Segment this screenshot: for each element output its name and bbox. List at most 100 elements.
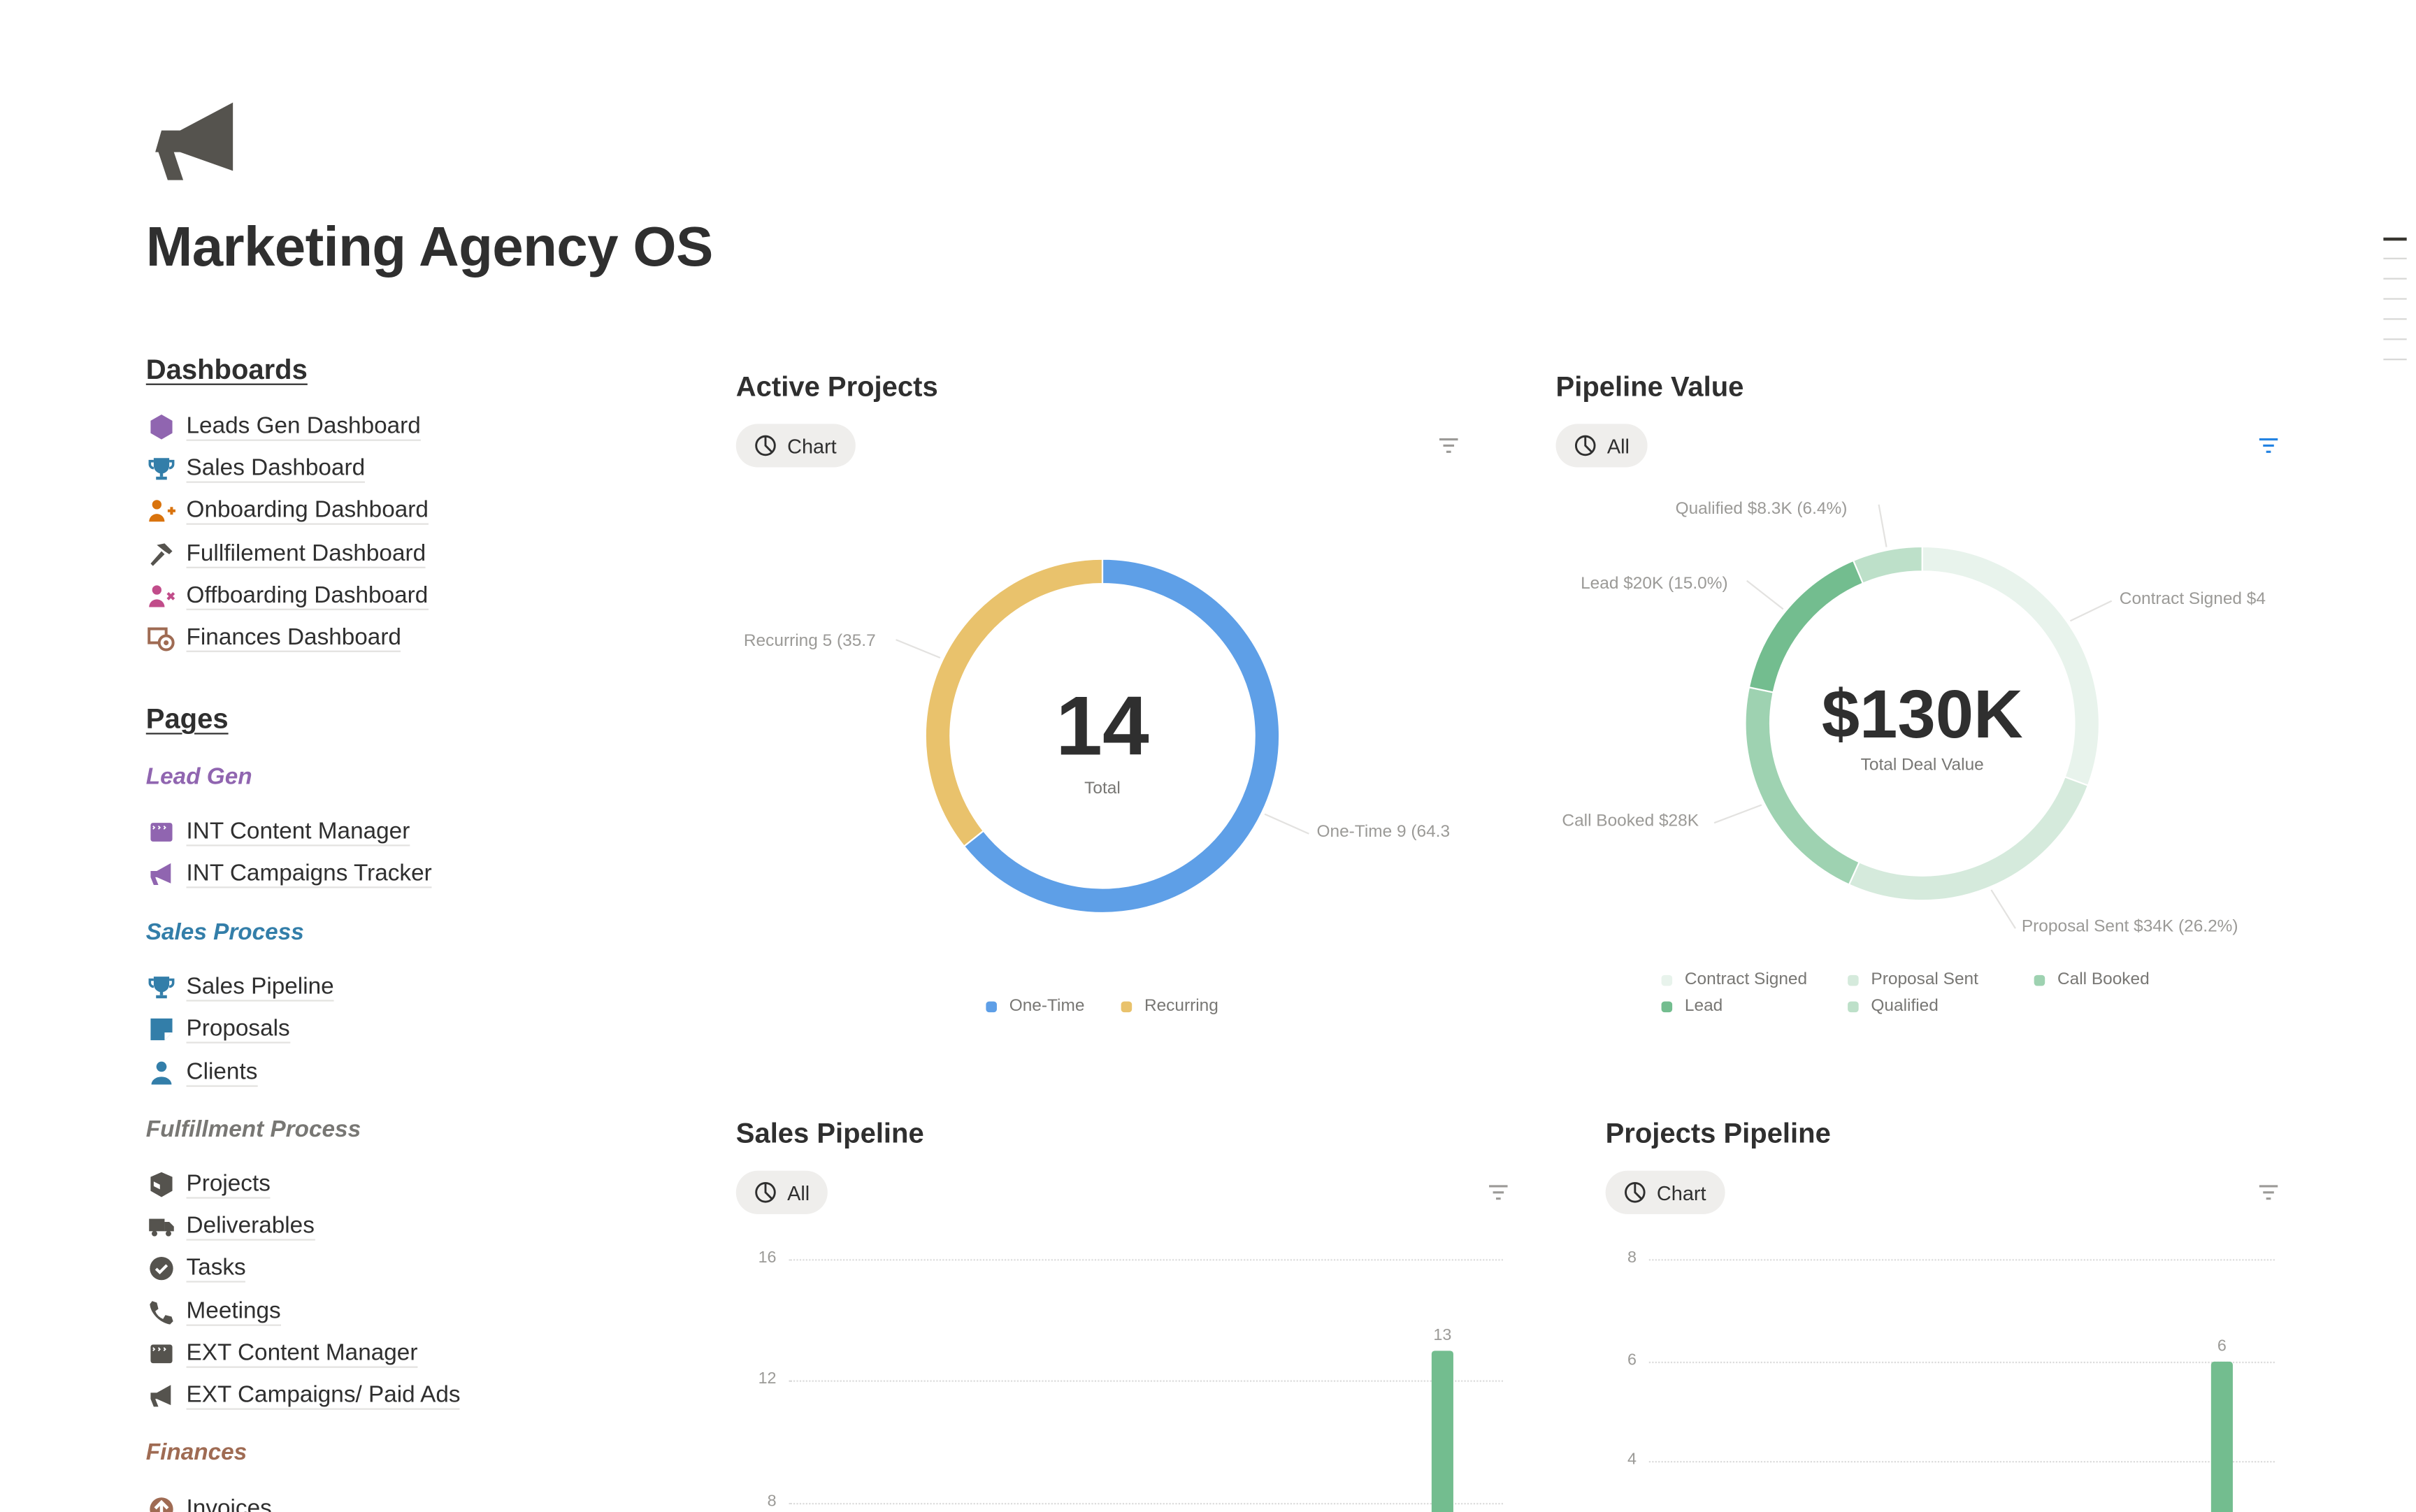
sidebar-item-label: Clients — [186, 1059, 258, 1087]
view-chip[interactable]: All — [735, 1170, 828, 1214]
legend-swatch — [986, 1000, 997, 1012]
sidebar-item-label: Deliverables — [186, 1213, 315, 1241]
hexagon-icon — [148, 413, 182, 441]
slice-label: Lead $20K (15.0%) — [1581, 574, 1728, 593]
legend-item[interactable]: Proposal Sent — [1848, 970, 1978, 989]
megaphone-icon — [148, 1382, 182, 1410]
donut-center-value: 14 — [1056, 679, 1149, 774]
sidebar-item-label: EXT Content Manager — [186, 1340, 418, 1368]
sidebar-item[interactable]: Clients — [146, 1054, 258, 1091]
sidebar-item[interactable]: Onboarding Dashboard — [146, 492, 429, 529]
gridline — [1648, 1361, 2275, 1364]
slice-label: Recurring 5 (35.7 — [743, 631, 876, 651]
panel-title: Active Projects — [735, 370, 938, 403]
money-icon — [148, 624, 182, 652]
panel-title: Pipeline Value — [1555, 370, 1744, 403]
sidebar-item[interactable]: Offboarding Dashboard — [146, 577, 429, 614]
dashboards-heading[interactable]: Dashboards — [145, 354, 308, 385]
toc-marker[interactable] — [2383, 338, 2407, 340]
sidebar-item-label: INT Content Manager — [186, 819, 410, 847]
view-label: Chart — [1656, 1181, 1706, 1204]
donut-slice-one-time[interactable] — [963, 558, 1281, 914]
sidebar-item[interactable]: Leads Gen Dashboard — [146, 408, 421, 445]
view-chip[interactable]: Chart — [735, 424, 856, 468]
view-chip[interactable]: Chart — [1605, 1170, 1725, 1214]
sidebar-item[interactable]: INT Campaigns Tracker — [146, 856, 432, 893]
hammer-icon — [148, 540, 182, 568]
donut-slice-recurring[interactable] — [924, 558, 1104, 848]
user-icon — [148, 1059, 182, 1087]
legend-swatch — [2034, 974, 2045, 986]
toc-marker[interactable] — [2383, 298, 2407, 300]
donut-slice-proposal-sent[interactable] — [1848, 775, 2090, 902]
view-label: All — [1606, 433, 1630, 458]
sidebar-item[interactable]: EXT Campaigns/ Paid Ads — [146, 1377, 461, 1414]
toc-marker[interactable] — [2383, 278, 2407, 280]
legend-swatch — [1661, 1000, 1673, 1012]
legend-item[interactable]: Recurring — [1121, 997, 1218, 1016]
bar-data-label: 13 — [1433, 1325, 1452, 1344]
sidebar-item-label: EXT Campaigns/ Paid Ads — [186, 1382, 461, 1410]
legend-label: Qualified — [1871, 996, 1939, 1016]
sidebar-item[interactable]: Sales Pipeline — [146, 969, 334, 1006]
bar[interactable] — [2210, 1361, 2233, 1512]
view-chip[interactable]: All — [1555, 424, 1648, 468]
section-title: Lead Gen — [145, 763, 252, 791]
filter-icon[interactable] — [1439, 438, 1458, 453]
gridline — [1648, 1461, 2275, 1463]
slice-label: Call Booked $28K — [1562, 812, 1699, 831]
gridline — [789, 1259, 1504, 1261]
y-tick-label: 16 — [758, 1248, 777, 1267]
filter-icon[interactable] — [2259, 438, 2278, 453]
sidebar-item[interactable]: Tasks — [146, 1250, 246, 1287]
arrow-up-circle-icon — [148, 1495, 182, 1512]
sidebar-item[interactable]: Proposals — [146, 1011, 290, 1048]
view-label: Chart — [787, 433, 837, 458]
sidebar-item[interactable]: EXT Content Manager — [146, 1335, 418, 1372]
legend-label: Recurring — [1144, 996, 1218, 1016]
slice-label: Contract Signed $4 — [2119, 590, 2266, 609]
filter-icon[interactable] — [1489, 1185, 1508, 1200]
legend-item[interactable]: Contract Signed — [1661, 970, 1808, 989]
gridline — [1648, 1259, 2275, 1261]
y-tick-label: 12 — [758, 1369, 777, 1388]
slice-label: Proposal Sent $34K (26.2%) — [2021, 917, 2238, 937]
sidebar-item[interactable]: Projects — [146, 1166, 271, 1203]
donut-slice-lead[interactable] — [1748, 559, 1864, 693]
filter-icon[interactable] — [2259, 1185, 2278, 1200]
bar[interactable] — [1431, 1350, 1453, 1512]
leader-line — [1990, 889, 2016, 929]
sidebar-item-label: Onboarding Dashboard — [186, 497, 429, 525]
sidebar-item[interactable]: Meetings — [146, 1293, 281, 1330]
legend-label: One-Time — [1009, 996, 1085, 1016]
toc-marker[interactable] — [2383, 318, 2407, 320]
toc-marker[interactable] — [2383, 359, 2407, 361]
truck-icon — [148, 1213, 182, 1241]
sidebar-item-label: Offboarding Dashboard — [186, 582, 429, 610]
sidebar-item[interactable]: INT Content Manager — [146, 814, 410, 851]
toc-marker[interactable] — [2383, 237, 2407, 240]
donut-center-label: Total Deal Value — [1860, 756, 1984, 775]
sidebar-item[interactable]: Finances Dashboard — [146, 619, 401, 656]
legend-item[interactable]: One-Time — [986, 997, 1084, 1016]
legend-label: Contract Signed — [1684, 970, 1808, 989]
y-tick-label: 8 — [1627, 1248, 1637, 1267]
pages-heading[interactable]: Pages — [145, 703, 229, 735]
sidebar-item[interactable]: Invoices — [146, 1490, 272, 1512]
leader-line — [896, 639, 941, 659]
legend-item[interactable]: Lead — [1661, 997, 1723, 1016]
legend-item[interactable]: Qualified — [1848, 997, 1939, 1016]
sidebar-item-label: Sales Dashboard — [186, 455, 366, 483]
page-title: Marketing Agency OS — [145, 214, 714, 278]
donut-slice-qualified[interactable] — [1852, 545, 1923, 585]
sidebar-item[interactable]: Sales Dashboard — [146, 450, 366, 487]
sidebar-item[interactable]: Deliverables — [146, 1208, 315, 1245]
sidebar-item-label: Fullfilement Dashboard — [186, 540, 426, 568]
gridline — [789, 1503, 1504, 1505]
toc-marker[interactable] — [2383, 257, 2407, 259]
sidebar-item[interactable]: Fullfilement Dashboard — [146, 535, 426, 573]
sidebar-item-label: INT Campaigns Tracker — [186, 860, 432, 888]
gridline — [789, 1380, 1504, 1382]
legend-item[interactable]: Call Booked — [2034, 970, 2150, 989]
trophy-icon — [148, 455, 182, 483]
